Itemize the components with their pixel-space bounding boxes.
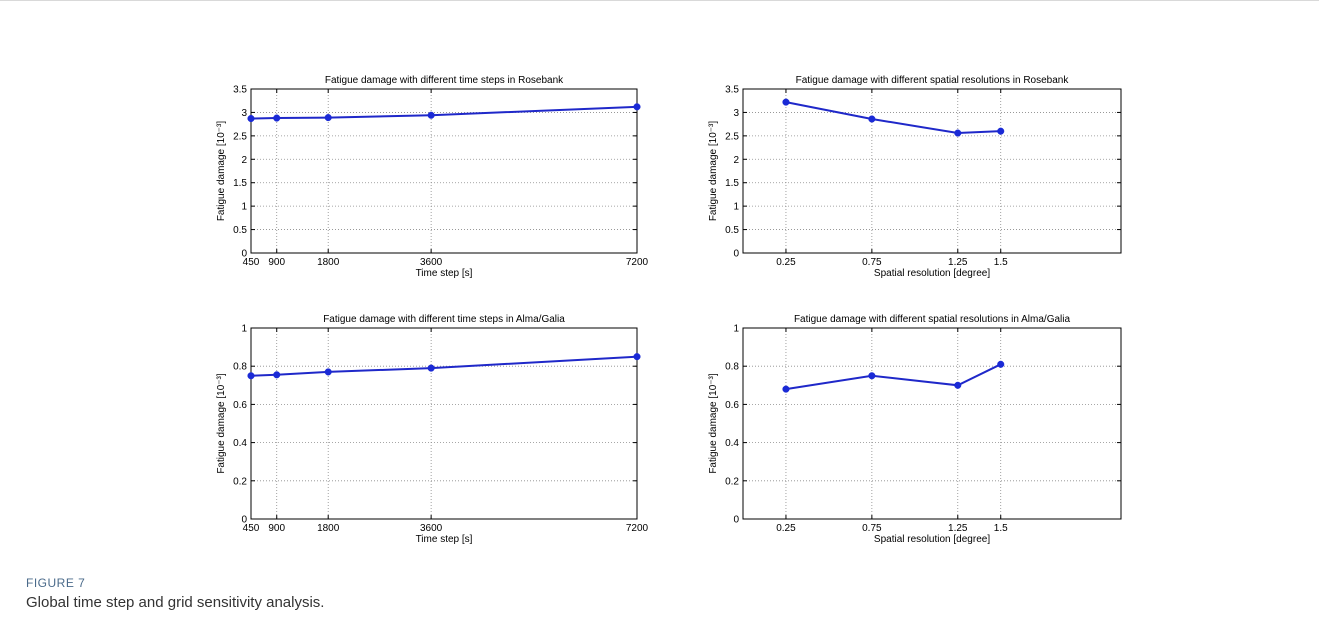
data-point [273,371,281,379]
data-point [633,353,641,361]
x-tick-label: 3600 [420,523,443,534]
x-tick-label: 3600 [420,257,443,268]
y-tick-label: 1.5 [233,178,247,189]
y-axis-label: Fatigue damage [10⁻³] [216,373,227,474]
x-tick-label: 900 [268,523,285,534]
y-tick-label: 0.6 [233,400,247,411]
x-axis-label: Time step [s] [416,534,473,545]
data-point [247,114,255,123]
y-axis-label: Fatigue damage [10⁻³] [708,373,719,474]
x-tick-label: 1.5 [994,257,1008,268]
y-tick-label: 0 [241,515,247,526]
y-tick-label: 0.2 [725,476,739,487]
plot-area-frame [250,88,638,254]
x-tick-label: 7200 [626,523,649,534]
series-line [785,363,1002,391]
chart-title: Fatigue damage with different time steps… [325,75,564,86]
x-tick-label: 1.5 [994,523,1008,534]
plot-area-frame [742,327,1122,520]
data-point [633,103,641,111]
x-tick-label: 1800 [317,257,340,268]
chart-title: Fatigue damage with different time steps… [323,314,565,325]
y-tick-label: 1 [733,324,739,335]
data-point [782,98,790,106]
figure-chart-grid: 450 900 1800 3600 7200 0 0.5 1 1.5 2 2.5 3 3.5 Fatigu… [216,75,1122,545]
x-axis-label: Spatial resolution [degree] [874,534,990,545]
y-tick-label: 3 [241,108,247,119]
data-point [427,364,435,372]
x-tick-label: 1.25 [948,257,968,268]
y-tick-label: 1 [241,324,247,335]
y-tick-label: 2 [241,155,247,166]
top-divider [0,0,1319,1]
x-tick-label: 7200 [626,257,649,268]
data-point [954,381,962,389]
figure-label: FIGURE 7 [26,576,86,590]
x-axis-label: Time step [s] [416,268,473,279]
x-tick-label: 450 [243,257,260,268]
y-tick-label: 0 [733,515,739,526]
data-point [997,360,1005,368]
chart-panel-4: 0.25 0.75 1.25 1.5 0 0.2 0.4 0.6 0.8 1 Fatigue dam… [708,314,1122,545]
series-line [785,101,1001,135]
data-point [247,372,255,380]
data-point [868,372,876,380]
y-tick-label: 0.5 [725,225,739,236]
chart-panel-1: 450 900 1800 3600 7200 0 0.5 1 1.5 2 2.5 3 3.5 Fatigu… [216,75,649,279]
y-tick-label: 1.5 [725,178,739,189]
data-point [324,368,332,376]
y-tick-label: 0.4 [725,438,739,449]
data-point [868,115,876,123]
y-tick-label: 1 [241,202,247,213]
y-axis-label: Fatigue damage [10⁻³] [708,121,719,222]
y-tick-label: 2.5 [233,131,247,142]
x-tick-label: 1800 [317,523,340,534]
y-tick-label: 3 [733,108,739,119]
x-tick-label: 0.75 [862,523,882,534]
chart-title: Fatigue damage with different spatial re… [794,314,1071,325]
y-tick-label: 0.6 [725,400,739,411]
y-tick-label: 0 [241,249,247,260]
x-tick-label: 900 [268,257,285,268]
y-tick-label: 0.2 [233,476,247,487]
x-tick-label: 0.25 [776,257,796,268]
x-tick-label: 0.25 [776,523,796,534]
y-tick-label: 3.5 [725,85,739,96]
y-tick-label: 0 [733,249,739,260]
data-point [782,385,790,393]
y-tick-label: 1 [733,202,739,213]
data-point [324,114,332,122]
data-point [427,111,435,119]
data-point [273,114,281,122]
x-tick-label: 450 [243,523,260,534]
x-tick-label: 1.25 [948,523,968,534]
data-point [997,127,1005,135]
y-tick-label: 2.5 [725,131,739,142]
y-tick-label: 0.8 [233,362,247,373]
y-tick-label: 0.4 [233,438,247,449]
y-tick-label: 2 [733,155,739,166]
x-tick-label: 0.75 [862,257,882,268]
y-tick-label: 3.5 [233,85,247,96]
chart-panel-2: 0.25 0.75 1.25 1.5 0 0.5 1 1.5 2 2.5 3 3.5 Fatigue d… [708,75,1122,279]
data-point [954,129,962,137]
chart-panel-3: 450 900 1800 3600 7200 0 0.2 0.4 0.6 0.8 1 Fatigue … [216,314,649,545]
y-axis-label: Fatigue damage [10⁻³] [216,121,227,222]
chart-title: Fatigue damage with different spatial re… [796,75,1070,86]
plot-area-frame [250,327,638,520]
y-tick-label: 0.5 [233,225,247,236]
x-axis-label: Spatial resolution [degree] [874,268,990,279]
figure-caption: Global time step and grid sensitivity an… [26,594,325,611]
y-tick-label: 0.8 [725,362,739,373]
plot-area-frame [742,88,1122,254]
